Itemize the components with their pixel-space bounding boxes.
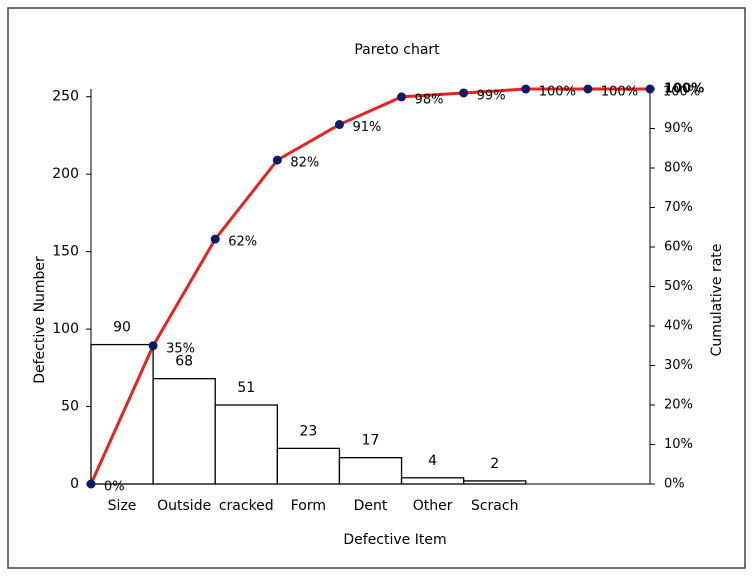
cumulative-value-label: 100% (663, 85, 700, 100)
bar-value-label: 4 (428, 453, 437, 469)
x-tick-label: Form (291, 498, 326, 514)
bar-value-label: 2 (490, 456, 499, 472)
cumulative-value-label: 62% (228, 235, 257, 250)
x-tick-label: cracked (219, 498, 274, 514)
y2-tick-label: 60% (664, 240, 693, 255)
y2-tick-label: 30% (664, 358, 693, 373)
x-axis-title: Defective Item (343, 532, 446, 548)
y2-tick-label: 0% (664, 477, 685, 492)
y-tick-label: 100 (52, 321, 79, 337)
cumulative-marker (645, 84, 655, 94)
y-tick-label: 200 (52, 166, 79, 182)
cumulative-line (89, 87, 650, 485)
cumulative-value-label: 100% (539, 85, 576, 100)
cumulative-value-label: 100% (601, 85, 638, 100)
cumulative-marker (521, 84, 531, 94)
x-tick-label: Size (108, 498, 137, 514)
y-tick-label: 50 (61, 399, 79, 415)
x-tick-label: Scrach (471, 498, 519, 514)
y2-tick-label: 100% (664, 82, 704, 97)
bar-value-label: 23 (299, 423, 317, 439)
y2-tick-label: 10% (664, 437, 693, 452)
bar-value-label: 17 (362, 433, 380, 449)
cumulative-value-label: 35% (166, 341, 195, 356)
y-tick-label: 150 (52, 244, 79, 260)
cumulative-marker (86, 479, 96, 489)
y2-tick-label: 70% (664, 200, 693, 215)
y-tick-label: 0 (70, 476, 79, 492)
bar (214, 404, 278, 485)
cumulative-value-label: 0% (104, 480, 125, 495)
bar-value-label: 90 (113, 320, 131, 336)
x-tick-label: Dent (354, 498, 388, 514)
cumulative-value-label: 98% (415, 92, 444, 107)
cumulative-marker (272, 155, 282, 165)
cumulative-marker (583, 84, 593, 94)
y2-tick-label: 40% (664, 319, 693, 334)
y2-axis-title: Cumulative rate (709, 244, 725, 357)
cumulative-marker (459, 88, 469, 98)
y2-tick-label: 80% (664, 161, 693, 176)
y2-tick-label: 20% (664, 398, 693, 413)
bar-value-label: 68 (175, 354, 193, 370)
y2-tick-label: 90% (664, 121, 693, 136)
cumulative-value-label: 99% (477, 88, 506, 103)
cumulative-marker (210, 234, 220, 244)
cumulative-value-label: 82% (290, 156, 319, 171)
x-tick-label: Outside (157, 498, 211, 514)
cumulative-value-label: 91% (352, 120, 381, 135)
y2-tick-label: 50% (664, 279, 693, 294)
cumulative-marker (397, 92, 407, 102)
bar (276, 447, 341, 485)
cumulative-marker (148, 341, 158, 351)
x-tick-label: Other (413, 498, 453, 514)
bar (152, 378, 216, 485)
cumulative-marker (334, 120, 344, 130)
chart-title: Pareto chart (354, 42, 440, 58)
bar (400, 477, 465, 485)
y-tick-label: 250 (52, 89, 79, 105)
bar (338, 457, 403, 485)
y-axis-title: Defective Number (32, 256, 48, 384)
bar-value-label: 51 (237, 380, 255, 396)
